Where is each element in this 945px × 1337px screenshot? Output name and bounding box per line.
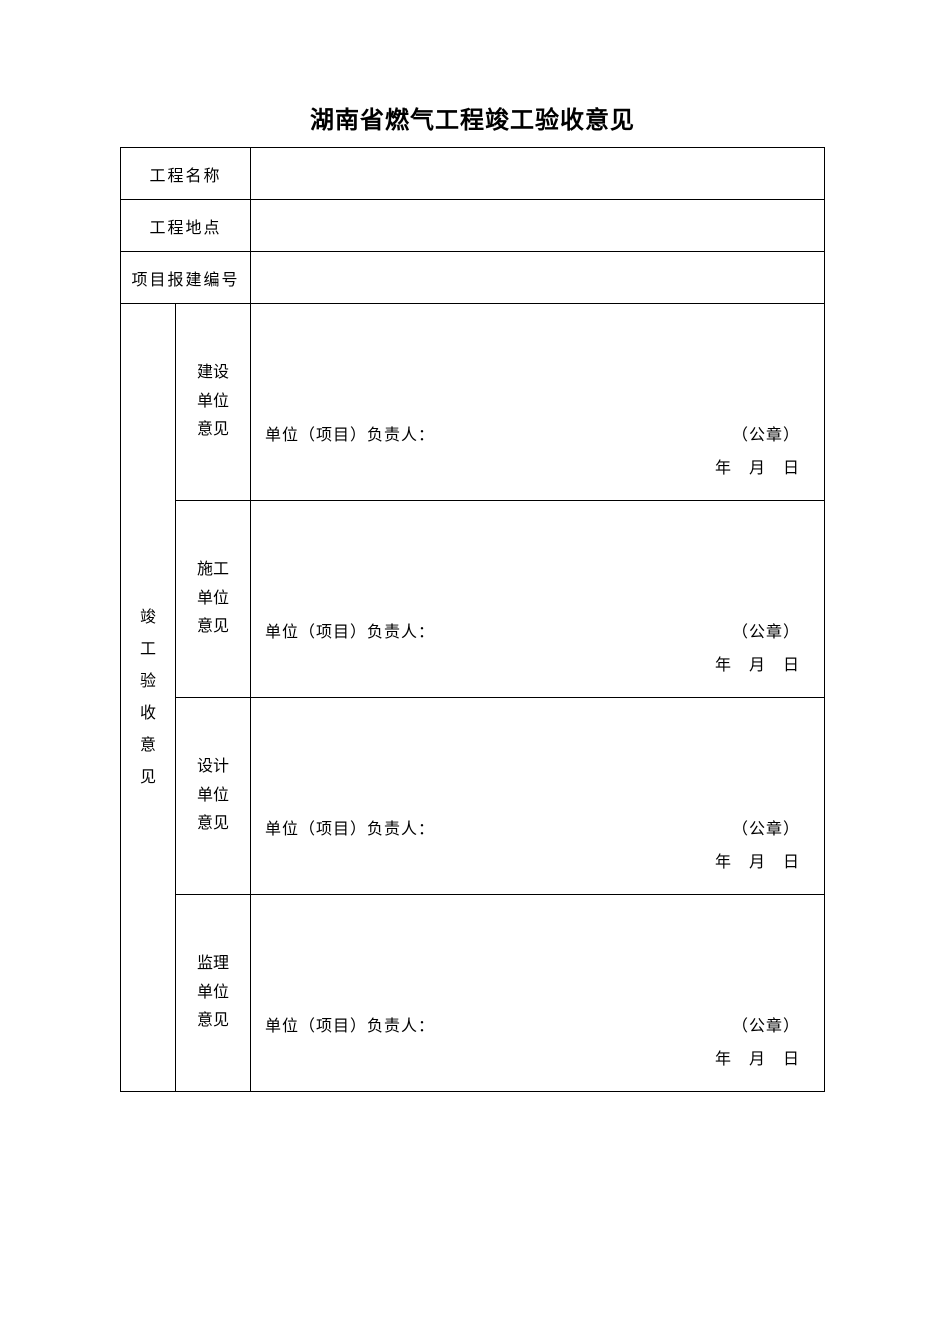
opinion-cell-builder: 单位（项目）负责人： （公章） 年 月 日 [251,501,825,698]
signature-row: 单位（项目）负责人： （公章） [265,419,810,453]
value-project-location [251,200,825,252]
header-row-project-name: 工程名称 [121,148,825,200]
signature-row: 单位（项目）负责人： （公章） [265,1010,810,1044]
responsible-person-label: 单位（项目）负责人： [265,813,435,847]
sub-label-line: 单位 [176,388,250,417]
signature-block: 单位（项目）负责人： （公章） 年 月 日 [265,616,810,683]
main-section-char-1: 竣 [121,602,175,634]
opinion-row-supervision-unit: 监理 单位 意见 单位（项目）负责人： （公章） 年 月 日 [121,895,825,1092]
opinion-cell-construction-owner: 单位（项目）负责人： （公章） 年 月 日 [251,304,825,501]
main-section-label: 竣 工 验 收 意 见 [121,304,176,1092]
main-section-char-4: 收 [121,698,175,730]
header-row-project-location: 工程地点 [121,200,825,252]
signature-block: 单位（项目）负责人： （公章） 年 月 日 [265,419,810,486]
seal-label: （公章） [732,813,810,847]
label-project-location: 工程地点 [121,200,251,252]
signature-row: 单位（项目）负责人： （公章） [265,813,810,847]
value-project-name [251,148,825,200]
date-label: 年 月 日 [265,1043,810,1077]
opinion-cell-design: 单位（项目）负责人： （公章） 年 月 日 [251,698,825,895]
sub-label-line: 单位 [176,782,250,811]
value-project-number [251,252,825,304]
seal-label: （公章） [732,1010,810,1044]
sub-label-line: 设计 [176,753,250,782]
main-section-char-6: 见 [121,762,175,794]
acceptance-form-table: 工程名称 工程地点 项目报建编号 竣 工 验 收 意 见 建设 单位 意见 单位… [120,147,825,1092]
sub-label-line: 意见 [176,416,250,445]
seal-label: （公章） [732,419,810,453]
signature-block: 单位（项目）负责人： （公章） 年 月 日 [265,1010,810,1077]
responsible-person-label: 单位（项目）负责人： [265,1010,435,1044]
sub-label-supervision: 监理 单位 意见 [176,895,251,1092]
opinion-row-builder-unit: 施工 单位 意见 单位（项目）负责人： （公章） 年 月 日 [121,501,825,698]
main-section-char-5: 意 [121,730,175,762]
sub-label-line: 意见 [176,1007,250,1036]
sub-label-line: 单位 [176,585,250,614]
seal-label: （公章） [732,616,810,650]
responsible-person-label: 单位（项目）负责人： [265,419,435,453]
opinion-row-construction-unit: 竣 工 验 收 意 见 建设 单位 意见 单位（项目）负责人： （公章） 年 月… [121,304,825,501]
sub-label-construction-owner: 建设 单位 意见 [176,304,251,501]
date-label: 年 月 日 [265,452,810,486]
sub-label-line: 单位 [176,979,250,1008]
date-label: 年 月 日 [265,649,810,683]
main-section-char-2: 工 [121,634,175,666]
main-section-char-3: 验 [121,666,175,698]
sub-label-line: 监理 [176,950,250,979]
signature-row: 单位（项目）负责人： （公章） [265,616,810,650]
date-label: 年 月 日 [265,846,810,880]
sub-label-builder: 施工 单位 意见 [176,501,251,698]
opinion-row-design-unit: 设计 单位 意见 单位（项目）负责人： （公章） 年 月 日 [121,698,825,895]
header-row-project-number: 项目报建编号 [121,252,825,304]
responsible-person-label: 单位（项目）负责人： [265,616,435,650]
sub-label-line: 意见 [176,810,250,839]
sub-label-design: 设计 单位 意见 [176,698,251,895]
label-project-name: 工程名称 [121,148,251,200]
signature-block: 单位（项目）负责人： （公章） 年 月 日 [265,813,810,880]
opinion-cell-supervision: 单位（项目）负责人： （公章） 年 月 日 [251,895,825,1092]
sub-label-line: 建设 [176,359,250,388]
document-title: 湖南省燃气工程竣工验收意见 [120,100,825,135]
label-project-number: 项目报建编号 [121,252,251,304]
sub-label-line: 意见 [176,613,250,642]
sub-label-line: 施工 [176,556,250,585]
